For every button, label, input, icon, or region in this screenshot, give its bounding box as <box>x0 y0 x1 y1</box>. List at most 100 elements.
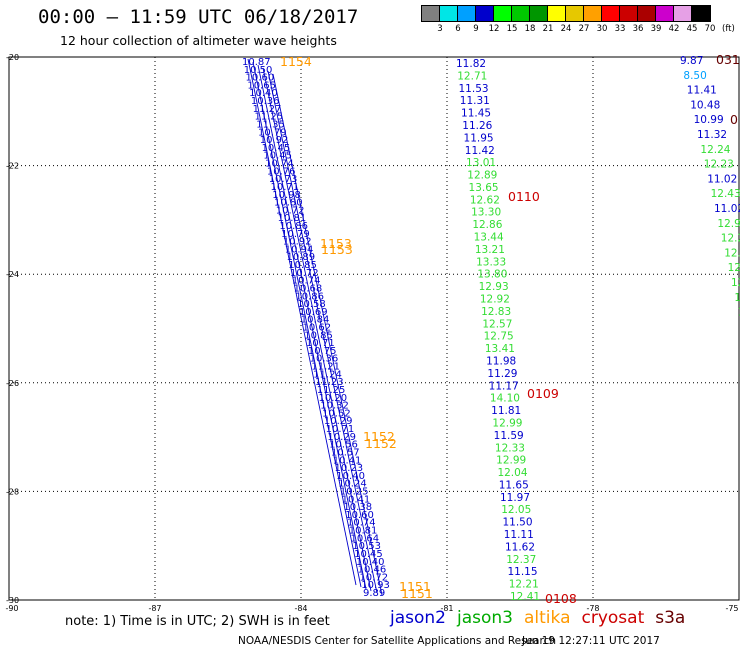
legend-label: 70 <box>704 24 716 34</box>
track-value: 9.89 <box>363 588 385 599</box>
track-value: 12.37 <box>506 554 536 566</box>
track-lines <box>247 58 383 596</box>
track-line <box>247 58 357 586</box>
track-value: 11.95 <box>464 132 494 144</box>
legend-unit: (ft) <box>722 24 735 34</box>
track-value: 10.25 <box>340 486 369 497</box>
track-value: 10.65 <box>247 80 276 91</box>
mission-cryosat: cryosat <box>581 608 645 628</box>
legend-swatch <box>440 6 458 21</box>
legend-label: 3 <box>437 24 443 34</box>
mission-jason2: jason2 <box>390 608 446 628</box>
legend-label: 6 <box>455 24 461 34</box>
track-value: 8.50 <box>683 70 706 82</box>
track-value: 10.64 <box>351 533 380 544</box>
lon-tick-label: -81 <box>440 604 453 613</box>
track-value: 11.17 <box>489 380 519 392</box>
track-value: 11.02 <box>707 173 737 185</box>
track-value: 11.82 <box>456 58 486 70</box>
track-value: 12.83 <box>481 306 511 318</box>
track-line <box>272 73 383 596</box>
track-value: 10.71 <box>270 182 299 193</box>
track-value: 10.45 <box>354 549 383 560</box>
track-value: 10.45 <box>263 151 292 162</box>
legend-label: 27 <box>578 24 590 34</box>
track-value: 10.79 <box>258 127 287 138</box>
track-value: 13.33 <box>476 256 506 268</box>
track-value: 10.72 <box>359 572 388 583</box>
track-value: 10.40 <box>356 557 385 568</box>
track-value: 10.60 <box>345 510 374 521</box>
track-value: 12.9 <box>731 277 740 289</box>
track-value: 11.81 <box>491 405 521 417</box>
track-value: 10.87 <box>242 57 271 68</box>
track-value: 10.85 <box>288 260 317 271</box>
time-label-altika: 1152 <box>363 429 395 444</box>
track-value: 10.56 <box>329 440 358 451</box>
legend-swatch <box>458 6 476 21</box>
axis-ticks: -20 -22 -24 -26 -28 -30-90 -87 -84 -81 -78 -75 <box>5 53 738 613</box>
mission-jason3: jason3 <box>457 608 513 628</box>
track-value: 10.99 <box>694 114 724 126</box>
track-value: 10.71 <box>306 338 335 349</box>
lat-tick-label: -20 <box>6 53 19 62</box>
lon-tick-label: -84 <box>294 604 307 613</box>
legend-swatch <box>494 6 512 21</box>
lon-tick-label: -78 <box>586 604 599 613</box>
track-value: 10.81 <box>349 526 378 537</box>
track-value: 11.29 <box>487 368 517 380</box>
track-value: 10.40 <box>249 88 278 99</box>
track-value: 11.97 <box>500 492 530 504</box>
legend-swatch <box>530 6 548 21</box>
track-value: 12.71 <box>457 70 487 82</box>
track-value: 10.93 <box>361 580 390 591</box>
legend-swatch <box>602 6 620 21</box>
track-value: 11.27 <box>253 104 282 115</box>
track-value: 12.57 <box>482 318 512 330</box>
lon-tick-label: -90 <box>5 604 18 613</box>
track-value: 10.53 <box>352 541 381 552</box>
track-value: 12.89 <box>467 170 497 182</box>
track-value: 11.62 <box>505 541 535 553</box>
track-value: 12.04 <box>497 467 527 479</box>
track-value: 10.46 <box>358 565 387 576</box>
track-value: 10.86 <box>295 291 324 302</box>
color-legend: (ft) 3 6 9 12 15 18 21 24 27 30 33 36 39 42 45 70 <box>421 5 735 36</box>
track-value: 10.69 <box>299 307 328 318</box>
track-value: 11.26 <box>462 120 492 132</box>
time-label-cryosat: 0110 <box>508 189 540 204</box>
footer-credit: NOAA/NESDIS Center for Satellite Applica… <box>238 635 556 647</box>
time-label-altika: 1152 <box>365 436 397 451</box>
track-value: 11.35 <box>256 119 285 130</box>
track-value: 10.36 <box>310 354 339 365</box>
track-value: 13.44 <box>474 232 504 244</box>
track-value: 10.57 <box>331 447 360 458</box>
track-value: 12.75 <box>484 331 514 343</box>
track-value: 12.92 <box>480 294 510 306</box>
track-value: 12. <box>738 307 740 319</box>
page-title: 00:00 – 11:59 UTC 06/18/2017 <box>38 6 359 28</box>
track-value: 11.42 <box>465 145 495 157</box>
legend-label: 24 <box>560 24 572 34</box>
track-value: 13.21 <box>475 244 505 256</box>
track-value: 12.41 <box>510 591 540 603</box>
track-value: 11.24 <box>313 369 342 380</box>
track-value: 11.23 <box>315 377 344 388</box>
track-value: 12.31 <box>724 247 740 259</box>
track-value: 12.43 <box>711 188 740 200</box>
track-value: 10.84 <box>301 315 330 326</box>
legend-swatch <box>584 6 602 21</box>
track-value: 10.94 <box>285 244 314 255</box>
track-value: 11.02 <box>714 203 740 215</box>
legend-swatches <box>421 5 711 22</box>
track-value: 11.11 <box>504 529 534 541</box>
time-label-cryosat: 0108 <box>545 591 577 606</box>
track-value: 10.60 <box>246 73 275 84</box>
mission-altika: altika <box>524 608 571 628</box>
mission-legend: jason2 jason3 altika cryosat s3a <box>390 608 696 628</box>
track-value: 10.72 <box>290 268 319 279</box>
legend-label: 39 <box>650 24 662 34</box>
track-value: 12.25 <box>721 233 740 245</box>
legend-label: 45 <box>686 24 698 34</box>
